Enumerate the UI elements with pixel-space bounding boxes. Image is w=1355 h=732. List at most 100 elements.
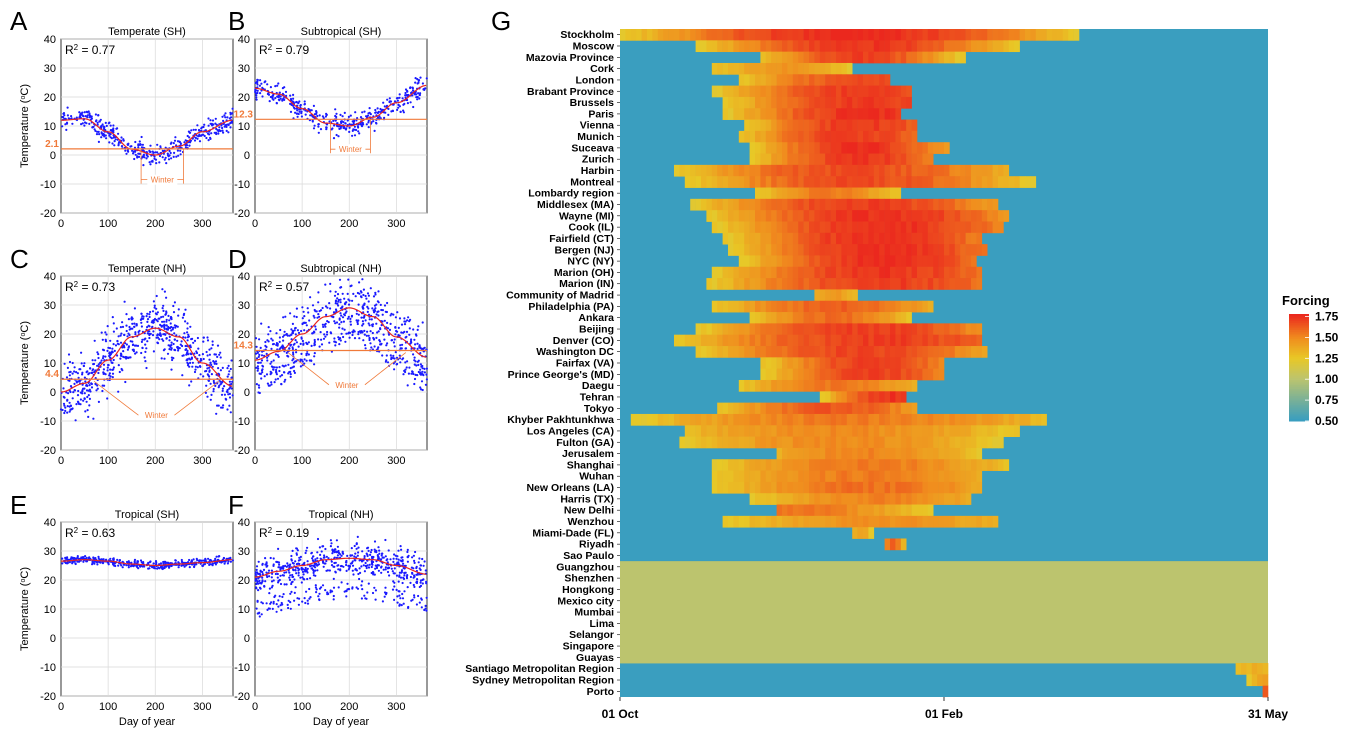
data-point — [187, 335, 190, 338]
heatmap-cell — [922, 255, 929, 268]
data-point — [100, 136, 103, 139]
heatmap-cell — [819, 119, 826, 132]
heatmap-cell — [803, 29, 810, 41]
r-squared: R2 = 0.57 — [259, 280, 309, 295]
heatmap-cell — [755, 164, 761, 177]
heatmap-cell — [917, 210, 923, 222]
heatmap-cell — [890, 323, 896, 336]
heatmap-cell — [857, 40, 864, 53]
data-point — [396, 99, 399, 102]
data-point — [160, 324, 163, 327]
r-squared: R2 = 0.77 — [65, 43, 115, 58]
heatmap-cell — [814, 357, 821, 370]
heatmap-cell — [760, 334, 767, 347]
data-point — [107, 346, 110, 349]
data-point — [388, 328, 392, 331]
data-point — [333, 551, 336, 554]
data-point — [189, 325, 192, 328]
data-point — [418, 601, 421, 604]
heatmap-cell — [830, 51, 837, 64]
heatmap-cell — [706, 323, 713, 336]
data-point — [335, 309, 338, 312]
data-point — [289, 312, 292, 315]
data-point — [351, 333, 354, 337]
row-label: Zurich — [582, 154, 614, 166]
data-point — [365, 334, 368, 337]
data-point — [406, 586, 409, 589]
data-point — [83, 392, 86, 395]
heatmap-cell — [927, 164, 934, 177]
data-point — [228, 380, 231, 383]
heatmap-cell — [933, 40, 939, 53]
heatmap-cell — [755, 198, 761, 211]
data-point — [319, 309, 323, 312]
data-point — [154, 151, 157, 154]
data-point — [158, 563, 161, 566]
data-point — [413, 93, 417, 96]
heatmap-row — [749, 142, 950, 154]
heatmap-cell — [938, 51, 945, 64]
heatmap-cell — [895, 300, 902, 313]
heatmap-cell — [846, 51, 853, 64]
row-label: Community of Madrid — [506, 290, 614, 302]
heatmap-cell — [852, 266, 858, 279]
data-point — [209, 382, 212, 385]
data-point — [354, 559, 357, 562]
data-point — [419, 92, 422, 95]
heatmap-cell — [960, 278, 966, 290]
row-label: Marion (OH) — [554, 267, 614, 279]
heatmap-cell — [798, 334, 804, 347]
heatmap-cell — [782, 232, 788, 245]
data-point — [332, 598, 335, 601]
heatmap-cell — [825, 278, 831, 290]
data-point — [222, 119, 225, 122]
data-point — [187, 130, 190, 133]
heatmap-cell — [868, 108, 875, 120]
heatmap-cell — [954, 323, 961, 336]
data-point — [338, 343, 341, 346]
data-point — [296, 329, 299, 332]
heatmap-cell — [836, 312, 842, 324]
fit-curve — [254, 84, 427, 127]
data-point — [93, 562, 96, 565]
heatmap-row — [760, 357, 945, 370]
heatmap-cell — [744, 255, 750, 268]
data-point — [411, 94, 414, 97]
heatmap-cell — [841, 164, 848, 177]
data-point — [376, 554, 379, 557]
data-point — [146, 318, 150, 321]
data-point — [313, 342, 316, 345]
data-point — [112, 558, 115, 562]
data-point — [105, 137, 108, 140]
data-point — [332, 119, 335, 122]
data-point — [110, 137, 113, 140]
data-point — [355, 312, 358, 315]
heatmap-cell — [798, 62, 804, 75]
data-point — [115, 327, 118, 330]
data-point — [379, 303, 382, 306]
heatmap-cell — [852, 176, 858, 188]
heatmap-cell — [949, 334, 956, 347]
data-point — [408, 366, 411, 369]
data-point — [136, 344, 140, 347]
heatmap-cell — [917, 300, 923, 313]
heatmap-cell — [830, 312, 837, 324]
heatmap-cell — [911, 153, 918, 166]
heatmap-cell — [809, 130, 815, 143]
heatmap-cell — [911, 323, 918, 336]
heatmap-cell — [933, 266, 939, 279]
data-point — [339, 312, 342, 315]
heatmap-cell — [890, 187, 896, 200]
data-point — [386, 327, 390, 330]
data-point — [133, 325, 136, 328]
data-point — [172, 357, 175, 360]
data-point — [202, 559, 205, 562]
data-point — [152, 350, 155, 353]
data-point — [305, 590, 308, 593]
heatmap-cell — [922, 29, 929, 41]
data-point — [406, 550, 409, 554]
y-tick-label: -10 — [40, 416, 56, 428]
data-point — [373, 308, 376, 311]
heatmap-cell — [890, 119, 896, 132]
